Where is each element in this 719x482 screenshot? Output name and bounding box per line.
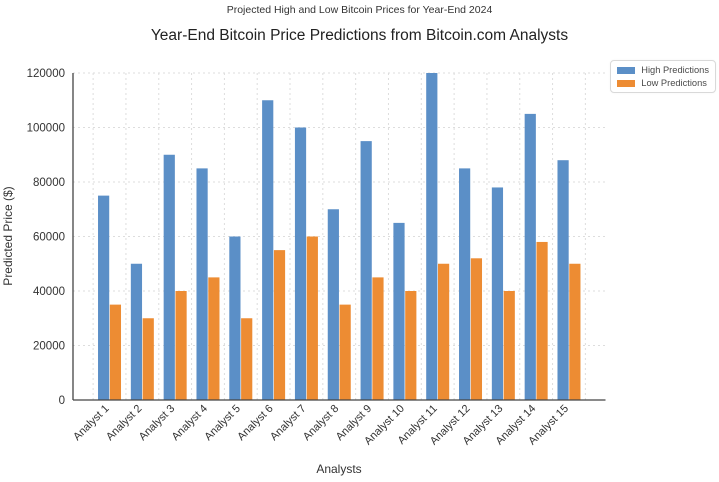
svg-text:20000: 20000 xyxy=(33,341,65,353)
svg-text:100000: 100000 xyxy=(27,123,65,135)
svg-text:0: 0 xyxy=(59,395,65,407)
svg-text:80000: 80000 xyxy=(33,177,65,189)
svg-text:120000: 120000 xyxy=(27,68,65,80)
svg-text:60000: 60000 xyxy=(33,232,65,244)
svg-text:40000: 40000 xyxy=(33,286,65,298)
